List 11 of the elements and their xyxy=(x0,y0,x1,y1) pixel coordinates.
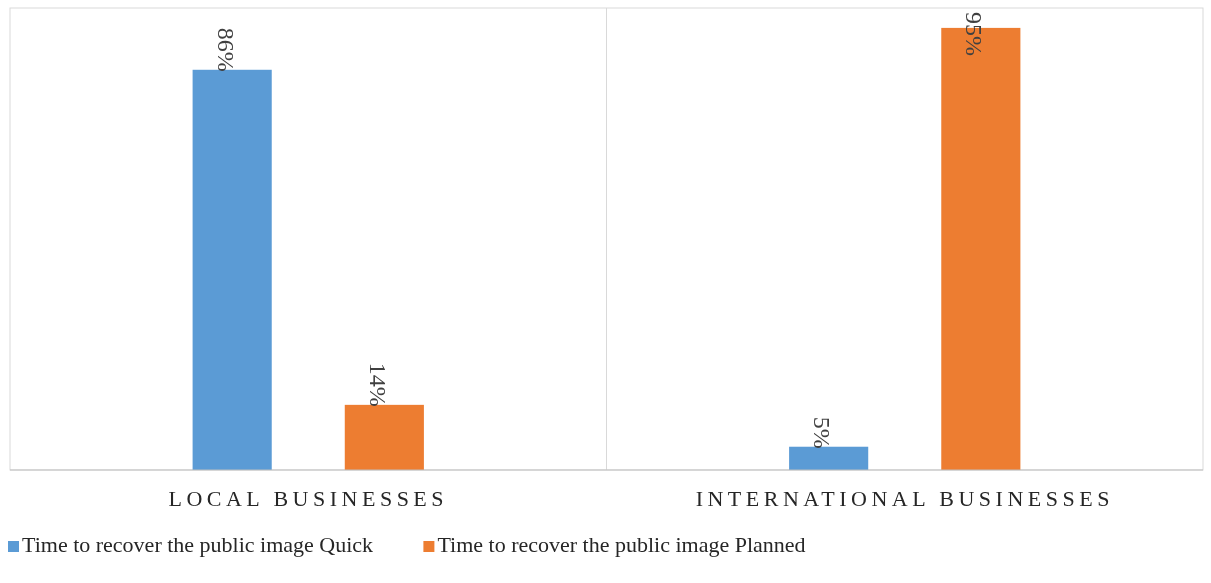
data-label: 14% xyxy=(364,362,391,407)
legend-label: Time to recover the public image Planned xyxy=(437,532,806,557)
bar xyxy=(192,69,272,470)
x-tick-label: LOCAL BUSINESSES xyxy=(168,486,449,511)
legend-label: Time to recover the public image Quick xyxy=(22,532,374,557)
data-label: 5% xyxy=(809,416,836,449)
data-label: 86% xyxy=(212,27,239,72)
bar xyxy=(344,404,424,470)
bar xyxy=(789,446,869,470)
data-label: 95% xyxy=(961,12,988,56)
x-tick-label: INTERNATIONAL BUSINESSES xyxy=(695,486,1114,511)
